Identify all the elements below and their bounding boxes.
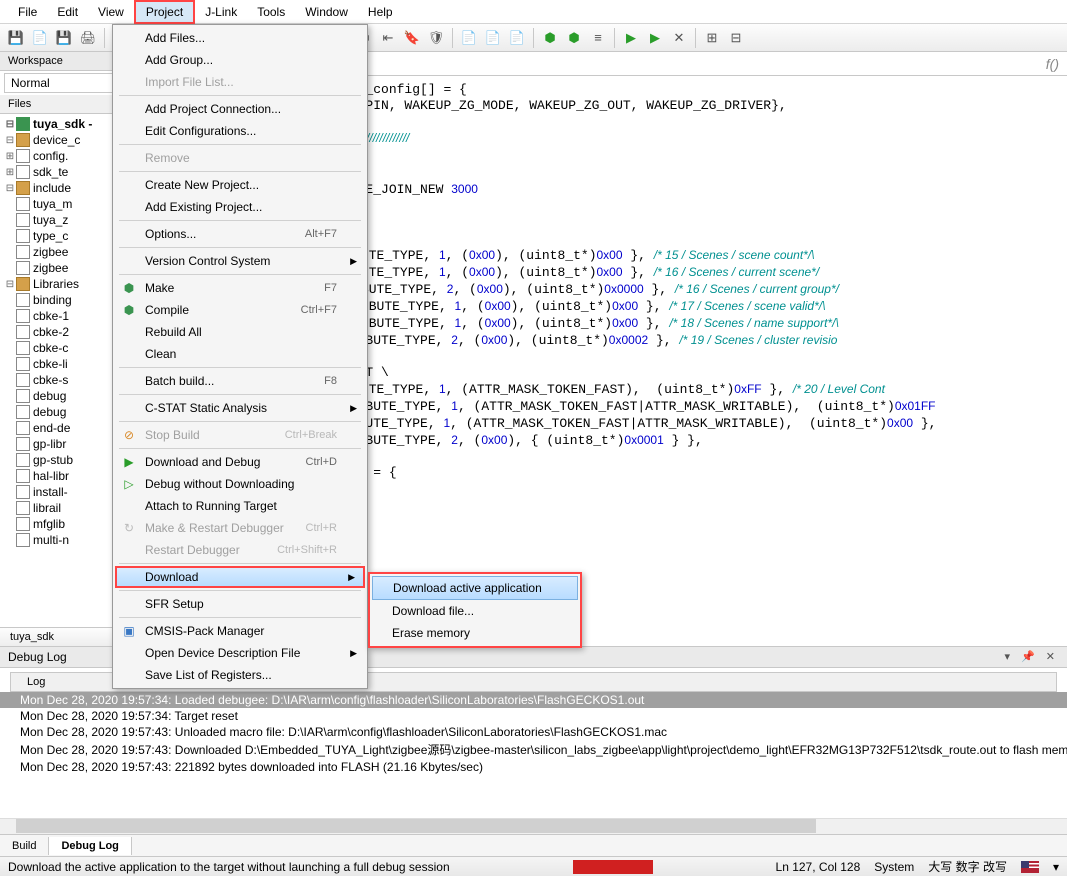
dropdown-icon[interactable]: ▾: [1053, 860, 1059, 874]
status-message: Download the active application to the t…: [8, 860, 450, 874]
log-line[interactable]: Mon Dec 28, 2020 19:57:43: Unloaded macr…: [0, 724, 1067, 740]
menu-item-rebuild-all[interactable]: Rebuild All: [115, 321, 365, 343]
make-button[interactable]: ⬢: [564, 28, 584, 48]
bottom-tab-debug-log[interactable]: Debug Log: [49, 837, 131, 855]
log-line[interactable]: Mon Dec 28, 2020 19:57:34: Target reset: [0, 708, 1067, 724]
compile-button[interactable]: ⬢: [540, 28, 560, 48]
save-all-button[interactable]: 💾: [54, 28, 74, 48]
bottom-tab-build[interactable]: Build: [0, 837, 49, 855]
debug-button[interactable]: ▶: [645, 28, 665, 48]
debug-log-body[interactable]: Log Mon Dec 28, 2020 19:57:34: Loaded de…: [0, 668, 1067, 818]
fx-icon[interactable]: f(): [1046, 56, 1059, 72]
menu-view[interactable]: View: [88, 2, 134, 22]
menu-item-debug-without-downloading[interactable]: ▷Debug without Downloading: [115, 473, 365, 495]
menu-help[interactable]: Help: [358, 2, 403, 22]
submenu-item-download-file-[interactable]: Download file...: [372, 600, 578, 622]
print-button[interactable]: 🖨: [78, 28, 98, 48]
download-submenu[interactable]: Download active applicationDownload file…: [368, 572, 582, 648]
bottom-tabs: BuildDebug Log: [0, 834, 1067, 856]
menu-item-add-project-connection-[interactable]: Add Project Connection...: [115, 98, 365, 120]
menu-item-make[interactable]: ⬢MakeF7: [115, 277, 365, 299]
status-ime: 大写 数字 改写: [928, 858, 1007, 875]
status-system: System: [874, 860, 914, 874]
menu-item-remove: Remove: [115, 147, 365, 169]
cursor-position: Ln 127, Col 128: [776, 860, 861, 874]
menu-tools[interactable]: Tools: [247, 2, 295, 22]
scrollbar-horizontal[interactable]: [0, 818, 1067, 834]
log-line[interactable]: Mon Dec 28, 2020 19:57:34: Loaded debuge…: [0, 692, 1067, 708]
menu-item-sfr-setup[interactable]: SFR Setup: [115, 593, 365, 615]
doc3-button[interactable]: 📄: [507, 28, 527, 48]
new-button[interactable]: 📄: [30, 28, 50, 48]
menu-item-c-stat-static-analysis[interactable]: C-STAT Static Analysis▶: [115, 397, 365, 419]
menu-item-save-list-of-registers-[interactable]: Save List of Registers...: [115, 664, 365, 686]
menu-project[interactable]: Project: [134, 0, 195, 24]
menu-item-import-file-list-: Import File List...: [115, 71, 365, 93]
log-line[interactable]: Mon Dec 28, 2020 19:57:43: Downloaded D:…: [0, 740, 1067, 759]
menu-item-open-device-description-file[interactable]: Open Device Description File▶: [115, 642, 365, 664]
run-button[interactable]: ▶: [621, 28, 641, 48]
menu-item-add-existing-project-[interactable]: Add Existing Project...: [115, 196, 365, 218]
menu-item-download[interactable]: Download▶: [115, 566, 365, 588]
menu-item-options-[interactable]: Options...Alt+F7: [115, 223, 365, 245]
save-button[interactable]: 💾: [6, 28, 26, 48]
bookmark-button[interactable]: 🔖: [402, 28, 422, 48]
menu-item-batch-build-[interactable]: Batch build...F8: [115, 370, 365, 392]
menu-item-make-restart-debugger: ↻Make & Restart DebuggerCtrl+R: [115, 517, 365, 539]
menu-item-attach-to-running-target[interactable]: Attach to Running Target: [115, 495, 365, 517]
submenu-item-erase-memory[interactable]: Erase memory: [372, 622, 578, 644]
menu-window[interactable]: Window: [295, 2, 358, 22]
doc2-button[interactable]: 📄: [483, 28, 503, 48]
log-line[interactable]: Mon Dec 28, 2020 19:57:43: 221892 bytes …: [0, 759, 1067, 775]
status-progress: [573, 860, 653, 874]
menubar: FileEditViewProjectJ-LinkToolsWindowHelp: [0, 0, 1067, 24]
exit-button[interactable]: ⊟: [726, 28, 746, 48]
doc1-button[interactable]: 📄: [459, 28, 479, 48]
shield-button[interactable]: 🛡: [426, 28, 446, 48]
menu-item-edit-configurations-[interactable]: Edit Configurations...: [115, 120, 365, 142]
menu-item-restart-debugger: Restart DebuggerCtrl+Shift+R: [115, 539, 365, 561]
menu-item-add-files-[interactable]: Add Files...: [115, 27, 365, 49]
menu-item-compile[interactable]: ⬢CompileCtrl+F7: [115, 299, 365, 321]
menu-edit[interactable]: Edit: [47, 2, 88, 22]
toggle-button[interactable]: ⊞: [702, 28, 722, 48]
menu-item-create-new-project-[interactable]: Create New Project...: [115, 174, 365, 196]
panel-buttons[interactable]: ▾ 📌 ✕: [1004, 650, 1059, 664]
menu-item-download-and-debug[interactable]: ▶Download and DebugCtrl+D: [115, 451, 365, 473]
menu-file[interactable]: File: [8, 2, 47, 22]
stop-button[interactable]: ✕: [669, 28, 689, 48]
statusbar: Download the active application to the t…: [0, 856, 1067, 876]
menu-item-clean[interactable]: Clean: [115, 343, 365, 365]
menu-item-cmsis-pack-manager[interactable]: ▣CMSIS-Pack Manager: [115, 620, 365, 642]
menu-item-version-control-system[interactable]: Version Control System▶: [115, 250, 365, 272]
debug-log-title: Debug Log: [8, 650, 67, 664]
submenu-item-download-active-application[interactable]: Download active application: [372, 576, 578, 600]
menu-item-stop-build: ⊘Stop BuildCtrl+Break: [115, 424, 365, 446]
config-button[interactable]: ≡: [588, 28, 608, 48]
flag-icon: [1021, 861, 1039, 873]
step3-button[interactable]: ⇤: [378, 28, 398, 48]
menu-item-add-group-[interactable]: Add Group...: [115, 49, 365, 71]
menu-j-link[interactable]: J-Link: [195, 2, 247, 22]
project-menu[interactable]: Add Files...Add Group...Import File List…: [112, 24, 368, 689]
